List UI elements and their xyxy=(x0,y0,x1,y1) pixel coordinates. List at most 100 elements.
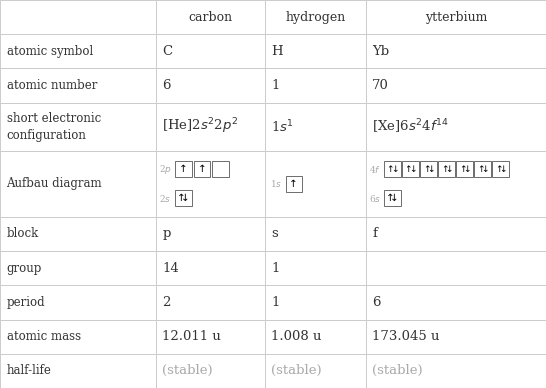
Text: f: f xyxy=(372,227,377,241)
Text: 12.011 u: 12.011 u xyxy=(162,330,221,343)
Text: ↑: ↑ xyxy=(459,165,466,174)
Text: ↓: ↓ xyxy=(463,165,471,174)
Text: 4$f$: 4$f$ xyxy=(369,164,381,175)
Text: ↓: ↓ xyxy=(445,165,453,174)
Text: 1: 1 xyxy=(271,262,280,275)
Bar xyxy=(366,320,546,354)
Text: 1.008 u: 1.008 u xyxy=(271,330,322,343)
Bar xyxy=(0,354,156,388)
Text: ↓: ↓ xyxy=(427,165,435,174)
Bar xyxy=(384,161,401,177)
Bar xyxy=(175,190,192,206)
Bar xyxy=(156,320,265,354)
Text: 173.045 u: 173.045 u xyxy=(372,330,440,343)
Bar xyxy=(0,103,156,151)
Bar xyxy=(0,151,156,217)
Text: ↓: ↓ xyxy=(409,165,417,174)
Text: ↑: ↑ xyxy=(477,165,484,174)
Text: hydrogen: hydrogen xyxy=(285,10,346,24)
Text: ↓: ↓ xyxy=(181,193,190,203)
Bar xyxy=(438,161,455,177)
Text: 1: 1 xyxy=(271,296,280,309)
Text: short electronic
configuration: short electronic configuration xyxy=(7,112,101,142)
Text: 1$s^1$: 1$s^1$ xyxy=(271,118,294,135)
Text: 14: 14 xyxy=(162,262,179,275)
Bar xyxy=(156,103,265,151)
Bar xyxy=(366,354,546,388)
Bar xyxy=(0,0,156,34)
Text: Aufbau diagram: Aufbau diagram xyxy=(7,177,102,190)
Text: group: group xyxy=(7,262,42,275)
Text: H: H xyxy=(271,45,283,58)
Text: atomic symbol: atomic symbol xyxy=(7,45,93,58)
Text: C: C xyxy=(162,45,173,58)
Bar xyxy=(175,161,192,177)
Text: period: period xyxy=(7,296,45,309)
Bar xyxy=(366,151,546,217)
Bar xyxy=(156,0,265,34)
Bar xyxy=(265,103,366,151)
Text: ↓: ↓ xyxy=(499,165,507,174)
Text: 70: 70 xyxy=(372,79,389,92)
Text: ↑: ↑ xyxy=(441,165,448,174)
Bar xyxy=(156,285,265,320)
Bar xyxy=(156,34,265,68)
Text: half-life: half-life xyxy=(7,364,51,378)
Bar xyxy=(402,161,419,177)
Bar xyxy=(0,320,156,354)
Bar xyxy=(156,151,265,217)
Text: ↑: ↑ xyxy=(177,193,186,203)
Bar xyxy=(474,161,491,177)
Bar xyxy=(366,68,546,103)
Bar xyxy=(366,217,546,251)
Text: (stable): (stable) xyxy=(271,364,322,378)
Text: 6: 6 xyxy=(162,79,171,92)
Text: 6$s$: 6$s$ xyxy=(369,193,381,204)
Text: ↑: ↑ xyxy=(179,164,188,174)
Bar xyxy=(265,251,366,285)
Text: 1: 1 xyxy=(271,79,280,92)
Text: [He]2$s^2$2$p^2$: [He]2$s^2$2$p^2$ xyxy=(162,117,239,137)
Bar xyxy=(265,151,366,217)
Bar xyxy=(492,161,509,177)
Text: atomic mass: atomic mass xyxy=(7,330,81,343)
Text: ↑: ↑ xyxy=(495,165,502,174)
Text: ↑: ↑ xyxy=(386,193,395,203)
Text: block: block xyxy=(7,227,39,241)
Text: [Xe]6$s^2$4$f^{14}$: [Xe]6$s^2$4$f^{14}$ xyxy=(372,118,449,136)
Text: atomic number: atomic number xyxy=(7,79,97,92)
Bar xyxy=(265,217,366,251)
Text: 1$s$: 1$s$ xyxy=(270,178,282,189)
Text: ↑: ↑ xyxy=(289,179,298,189)
Bar xyxy=(0,217,156,251)
Bar xyxy=(156,217,265,251)
Bar xyxy=(456,161,473,177)
Bar xyxy=(156,354,265,388)
Text: 2$p$: 2$p$ xyxy=(159,163,172,176)
Bar xyxy=(0,68,156,103)
Text: ↑: ↑ xyxy=(198,164,206,174)
Text: ↓: ↓ xyxy=(391,165,399,174)
Bar xyxy=(194,161,210,177)
Bar xyxy=(0,34,156,68)
Text: ↓: ↓ xyxy=(481,165,489,174)
Bar xyxy=(156,251,265,285)
Bar xyxy=(265,320,366,354)
Bar xyxy=(265,0,366,34)
Text: p: p xyxy=(162,227,170,241)
Bar xyxy=(366,0,546,34)
Bar xyxy=(212,161,229,177)
Text: ↑: ↑ xyxy=(387,165,394,174)
Bar xyxy=(366,103,546,151)
Text: ↑: ↑ xyxy=(423,165,430,174)
Bar xyxy=(265,354,366,388)
Bar xyxy=(0,251,156,285)
Bar xyxy=(0,285,156,320)
Text: ytterbium: ytterbium xyxy=(425,10,487,24)
Bar xyxy=(156,68,265,103)
Text: (stable): (stable) xyxy=(162,364,213,378)
Text: 6: 6 xyxy=(372,296,381,309)
Bar xyxy=(286,176,302,192)
Bar xyxy=(366,285,546,320)
Bar xyxy=(420,161,437,177)
